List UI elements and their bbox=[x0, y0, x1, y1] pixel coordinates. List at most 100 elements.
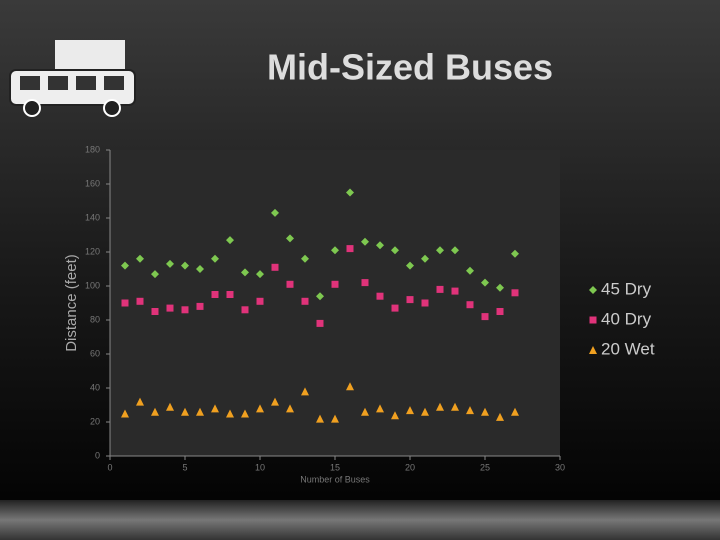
point bbox=[151, 407, 159, 416]
point bbox=[136, 397, 144, 406]
point bbox=[121, 299, 129, 307]
x-tick-label: 0 bbox=[107, 462, 112, 472]
point bbox=[466, 266, 474, 275]
point bbox=[511, 289, 519, 297]
point bbox=[376, 292, 384, 300]
point bbox=[211, 291, 219, 298]
point bbox=[391, 304, 399, 312]
point bbox=[256, 270, 264, 279]
point bbox=[151, 270, 159, 279]
point bbox=[451, 246, 459, 255]
point bbox=[376, 404, 384, 413]
point bbox=[511, 249, 519, 258]
point bbox=[406, 296, 414, 304]
point bbox=[301, 387, 309, 396]
point bbox=[466, 301, 474, 309]
point bbox=[301, 297, 309, 305]
point bbox=[316, 292, 324, 301]
point bbox=[331, 246, 339, 255]
point bbox=[511, 407, 519, 416]
x-tick-label: 30 bbox=[555, 462, 565, 472]
point bbox=[241, 306, 249, 314]
point bbox=[121, 409, 129, 418]
point bbox=[421, 254, 429, 263]
point bbox=[181, 261, 189, 270]
point bbox=[181, 407, 189, 416]
point bbox=[196, 265, 204, 273]
y-tick-label: 140 bbox=[85, 212, 100, 222]
legend-label: 20 Wet bbox=[601, 339, 655, 358]
point bbox=[331, 280, 339, 288]
point bbox=[466, 406, 474, 415]
point bbox=[136, 254, 144, 263]
y-tick-label: 120 bbox=[85, 246, 100, 256]
point bbox=[226, 409, 234, 418]
point bbox=[316, 414, 324, 423]
y-tick-label: 80 bbox=[90, 314, 100, 324]
y-tick-label: 40 bbox=[90, 382, 100, 392]
point bbox=[301, 254, 309, 263]
x-tick-label: 10 bbox=[255, 462, 265, 472]
y-axis-title: Distance (feet) bbox=[63, 254, 80, 352]
point bbox=[436, 285, 444, 293]
point bbox=[421, 407, 429, 416]
point bbox=[226, 291, 234, 298]
point bbox=[436, 402, 444, 411]
point bbox=[136, 297, 144, 305]
point bbox=[166, 402, 174, 411]
y-tick-label: 20 bbox=[90, 416, 100, 426]
point bbox=[406, 261, 414, 270]
point bbox=[196, 302, 204, 310]
x-tick-label: 5 bbox=[182, 462, 187, 472]
x-axis-title: Number of Buses bbox=[300, 474, 370, 484]
point bbox=[391, 411, 399, 420]
point bbox=[151, 308, 159, 315]
point bbox=[241, 409, 249, 418]
point bbox=[256, 404, 264, 413]
point bbox=[226, 236, 234, 245]
legend-marker bbox=[589, 286, 597, 294]
point bbox=[271, 208, 279, 217]
point bbox=[196, 407, 204, 416]
point bbox=[211, 404, 219, 413]
point bbox=[451, 287, 459, 295]
point bbox=[286, 234, 294, 243]
x-tick-label: 20 bbox=[405, 462, 415, 472]
point bbox=[286, 404, 294, 413]
point bbox=[346, 188, 354, 197]
point bbox=[481, 313, 489, 321]
point bbox=[256, 297, 264, 305]
y-tick-label: 100 bbox=[85, 280, 100, 290]
point bbox=[121, 261, 129, 270]
point bbox=[271, 397, 279, 406]
point bbox=[481, 278, 489, 287]
point bbox=[241, 268, 249, 277]
legend-label: 40 Dry bbox=[601, 309, 652, 328]
bus-icon bbox=[9, 40, 136, 117]
point bbox=[421, 299, 429, 307]
point bbox=[451, 402, 459, 411]
y-tick-label: 180 bbox=[85, 144, 100, 154]
plot-area bbox=[110, 150, 560, 456]
point bbox=[331, 414, 339, 423]
point bbox=[481, 407, 489, 416]
point bbox=[316, 319, 324, 327]
point bbox=[211, 254, 219, 263]
x-tick-label: 15 bbox=[330, 462, 340, 472]
footer-band bbox=[0, 500, 720, 540]
point bbox=[346, 382, 354, 391]
point bbox=[166, 304, 174, 312]
chart-title: Mid-Sized Buses bbox=[267, 47, 553, 88]
point bbox=[496, 308, 504, 315]
y-tick-label: 0 bbox=[95, 450, 100, 460]
point bbox=[181, 306, 189, 314]
point bbox=[391, 246, 399, 255]
point bbox=[406, 406, 414, 415]
point bbox=[436, 246, 444, 255]
x-tick-label: 25 bbox=[480, 462, 490, 472]
point bbox=[286, 280, 294, 288]
point bbox=[361, 279, 369, 287]
point bbox=[496, 412, 504, 421]
point bbox=[361, 237, 369, 246]
